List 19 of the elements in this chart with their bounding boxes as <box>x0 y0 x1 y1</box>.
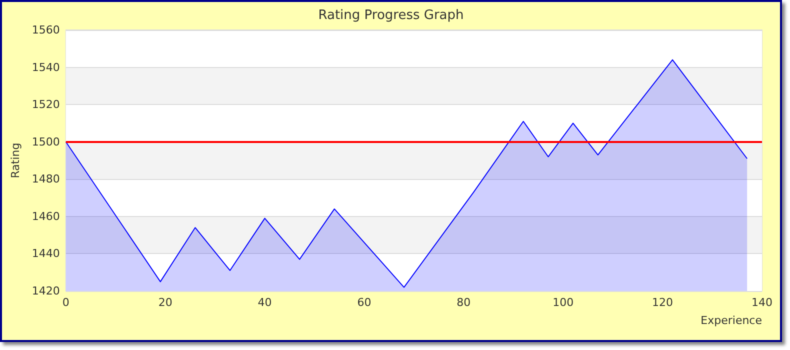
y-tick-label: 1480 <box>32 172 60 186</box>
chart-title: Rating Progress Graph <box>318 8 464 23</box>
y-tick-label: 1540 <box>32 60 60 74</box>
x-tick-label: 120 <box>652 296 674 309</box>
y-tick-label: 1420 <box>32 284 60 298</box>
y-axis-title: Rating <box>9 142 22 178</box>
x-tick-label: 20 <box>158 296 172 309</box>
y-tick-label: 1460 <box>32 210 60 223</box>
y-tick-label: 1520 <box>32 98 60 112</box>
x-tick-label: 60 <box>357 296 372 309</box>
x-tick-label: 140 <box>752 296 772 309</box>
x-tick-label: 0 <box>62 296 70 309</box>
x-tick-label: 80 <box>456 296 471 309</box>
y-tick-label: 1560 <box>32 24 60 36</box>
x-axis-title: Experience <box>700 314 762 327</box>
x-tick-label: 40 <box>258 296 272 309</box>
x-tick-label: 100 <box>552 296 574 309</box>
y-tick-label: 1440 <box>32 247 60 260</box>
y-tick-label: 1500 <box>32 135 60 148</box>
